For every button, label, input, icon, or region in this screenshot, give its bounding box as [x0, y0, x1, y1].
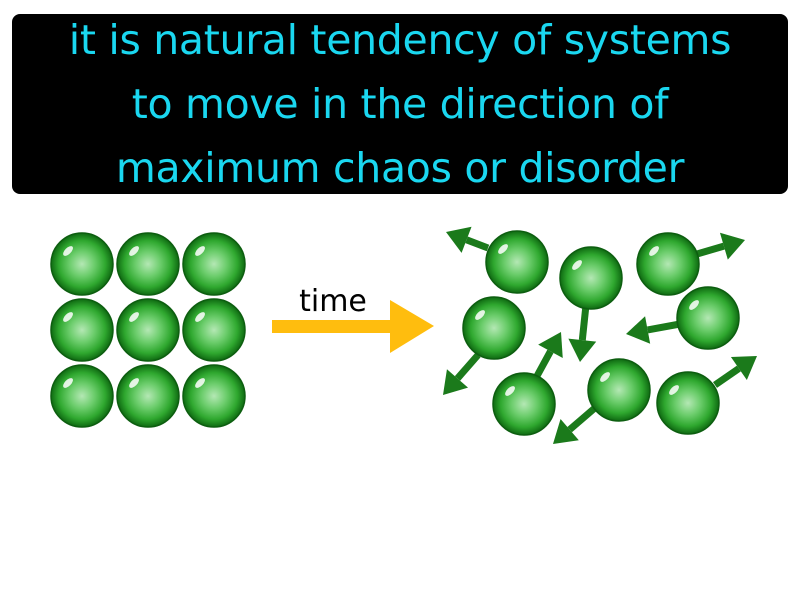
particle [50, 298, 114, 362]
motion-arrow [626, 316, 681, 344]
motion-arrow [533, 332, 563, 378]
particle [676, 286, 740, 350]
motion-arrow [713, 356, 757, 388]
particle [182, 298, 246, 362]
particle [116, 298, 180, 362]
time-arrow [272, 300, 434, 353]
particle [656, 371, 720, 435]
particle [462, 296, 526, 360]
disordered-particles [462, 230, 740, 436]
particle [50, 364, 114, 428]
definition-banner: it is natural tendency of systems to mov… [12, 14, 788, 194]
time-label: time [299, 284, 367, 319]
ordered-particles [50, 232, 246, 428]
motion-arrow [568, 304, 597, 362]
motion-arrow [446, 226, 490, 253]
motion-arrows [443, 226, 757, 444]
particle [559, 246, 623, 310]
particle [587, 358, 651, 422]
particle [116, 364, 180, 428]
motion-arrow [553, 404, 599, 444]
particle [116, 232, 180, 296]
definition-text: it is natural tendency of systems to mov… [68, 16, 732, 192]
motion-arrow [696, 232, 745, 260]
particle [50, 232, 114, 296]
motion-arrow [443, 352, 481, 395]
particle [492, 372, 556, 436]
particle [182, 232, 246, 296]
particle [636, 232, 700, 296]
particle [182, 364, 246, 428]
particle [485, 230, 549, 294]
